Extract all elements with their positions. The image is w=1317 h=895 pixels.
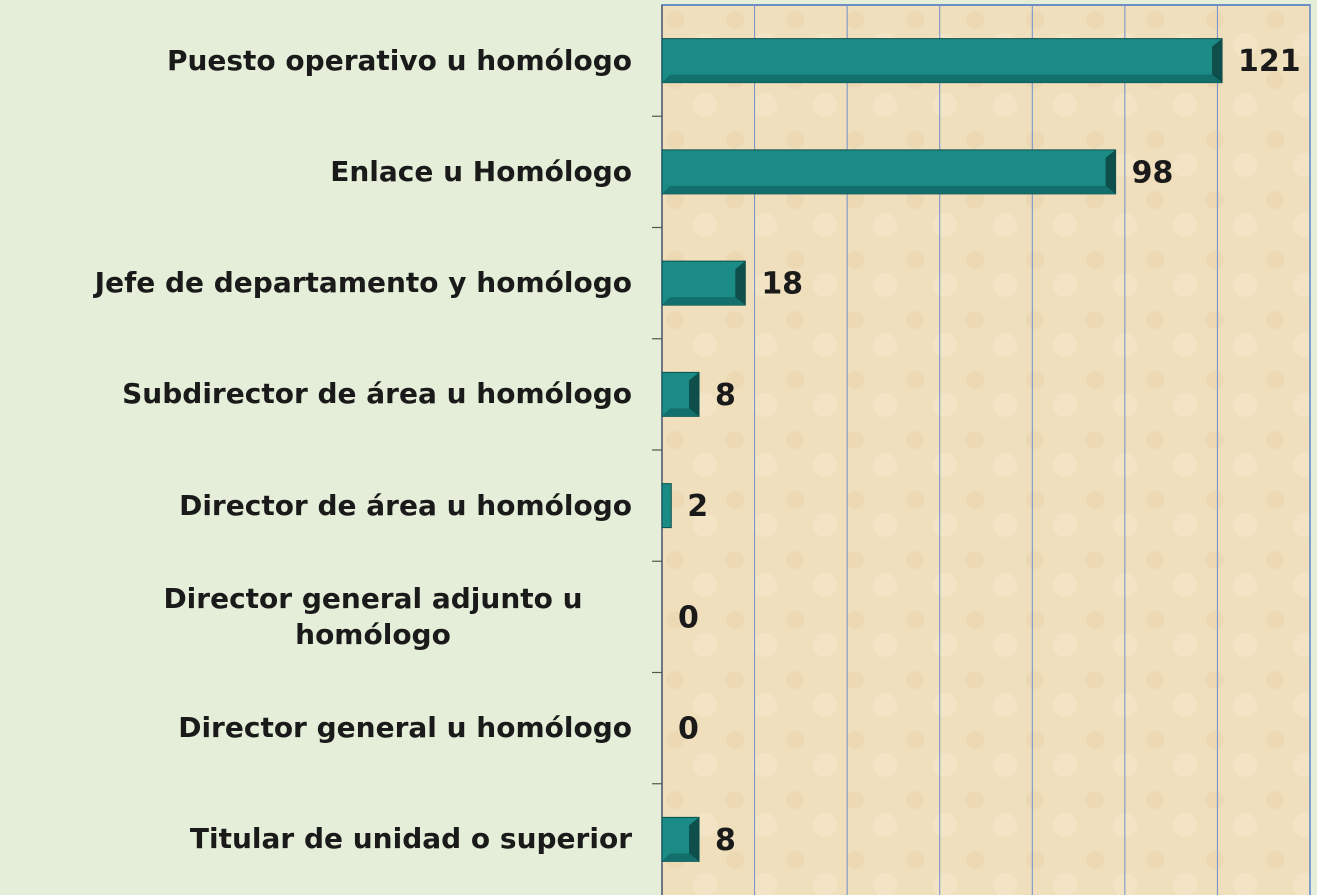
bar-bevel — [689, 372, 700, 417]
value-label: 18 — [761, 267, 803, 302]
bar-bevel — [662, 185, 1116, 194]
category-label: Director de área u homólogo — [179, 488, 632, 522]
value-label: 2 — [687, 489, 708, 524]
bar-bevel — [662, 408, 700, 417]
bar-bevel — [662, 853, 700, 862]
category-label: Titular de unidad o superior — [189, 822, 632, 856]
value-label: 0 — [678, 712, 699, 747]
category-label: Jefe de departamento y homólogo — [94, 266, 632, 300]
bar — [661, 483, 672, 529]
value-label: 8 — [715, 823, 736, 858]
bar-bevel — [1105, 149, 1116, 194]
bar-bevel — [735, 261, 746, 306]
category-label: Director general adjunto u homólogo — [163, 581, 583, 651]
value-label: 121 — [1238, 44, 1301, 79]
bar-bevel — [1212, 38, 1223, 83]
plot-area — [661, 4, 1311, 895]
value-label: 8 — [715, 378, 736, 413]
bar-bevel — [689, 817, 700, 862]
category-label: Puesto operativo u homólogo — [166, 43, 632, 77]
value-label: 0 — [678, 600, 699, 635]
bar-bevel — [662, 297, 746, 306]
category-label: Subdirector de área u homólogo — [122, 377, 632, 411]
category-label: Enlace u Homólogo — [330, 154, 632, 188]
bar-bevel — [662, 74, 1223, 83]
value-label: 98 — [1132, 155, 1174, 190]
category-label: Director general u homólogo — [178, 711, 632, 745]
